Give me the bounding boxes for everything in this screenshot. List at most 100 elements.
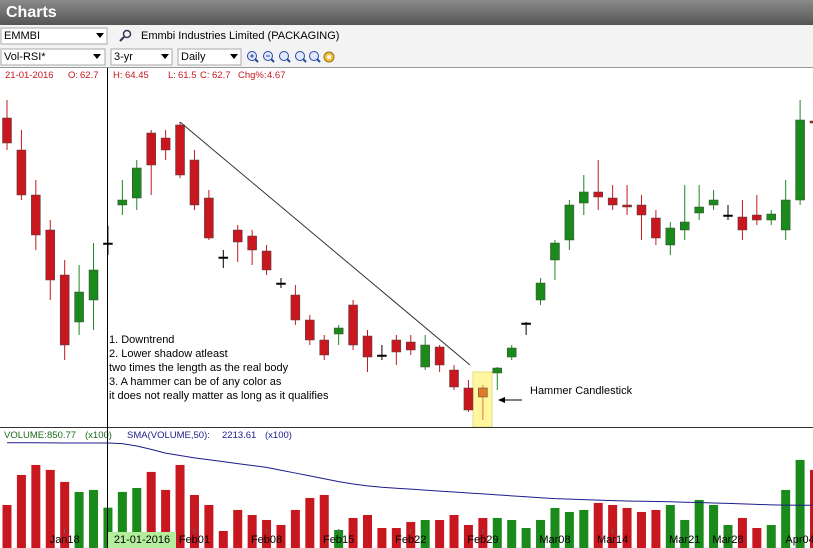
- study: Vol-RSI*: [4, 51, 46, 63]
- zoom-fit[interactable]: [295, 51, 307, 63]
- volume-bar: [74, 491, 84, 548]
- candle-body: [766, 213, 777, 221]
- volume-bar: [564, 511, 574, 548]
- x-tick-label: Mar28: [712, 534, 743, 546]
- cursor-date: 21-01-2016: [114, 534, 170, 546]
- candle-body: [737, 216, 748, 231]
- volume-bar: [233, 509, 243, 548]
- candle-body: [651, 217, 661, 239]
- candle-body: [665, 227, 676, 246]
- period: 3-yr: [114, 51, 133, 63]
- candle-body: [45, 229, 56, 281]
- candle-body: [550, 242, 560, 261]
- candle-body: [290, 294, 301, 321]
- candle-body: [535, 282, 546, 301]
- x-tick-label: Mar14: [597, 534, 628, 546]
- volume-bar: [290, 509, 300, 548]
- notes: 1. Downtrend 2. Lower shadow atleast two t…: [109, 334, 329, 402]
- volume-bar: [247, 514, 257, 548]
- volume-bar: [694, 499, 704, 548]
- search-button[interactable]: [119, 29, 132, 42]
- volume-bar: [406, 521, 416, 548]
- window-title: Charts: [6, 4, 57, 21]
- volume-panel: [2, 442, 813, 548]
- sma-label: SMA(VOLUME,50):: [127, 430, 210, 441]
- volume-unit: (x100): [85, 430, 112, 441]
- note-line: two times the length as the real body: [109, 362, 289, 374]
- volume-bar: [810, 469, 813, 548]
- trend-line: [179, 121, 471, 366]
- volume-bar: [435, 519, 445, 548]
- volume-bar: [348, 517, 358, 548]
- volume-bar: [334, 529, 344, 548]
- interval: Daily: [181, 51, 206, 63]
- volume-bar: [31, 464, 41, 548]
- candle-body: [189, 159, 200, 206]
- volume-bar: [45, 469, 55, 548]
- candle-body: [319, 339, 329, 356]
- volume-bar: [463, 524, 473, 548]
- candle-body: [377, 354, 387, 357]
- note-line: 2. Lower shadow atleast: [109, 348, 228, 360]
- candle-body: [175, 124, 185, 176]
- title-bar: [0, 0, 813, 25]
- candle-body: [88, 269, 99, 301]
- candle-body: [146, 132, 156, 166]
- volume-bar: [507, 519, 517, 548]
- volume-bar: [737, 517, 747, 548]
- volume-bar: [665, 504, 675, 548]
- volume-bar: [680, 519, 690, 548]
- x-tick-label: Mar08: [539, 534, 570, 546]
- symbol-dropdown[interactable]: EMMBI: [0, 27, 108, 45]
- volume-bar: [536, 519, 546, 548]
- candle-body: [276, 282, 286, 285]
- zoom-out[interactable]: [263, 51, 275, 63]
- volume-bar: [579, 509, 589, 548]
- study-dropdown[interactable]: Vol-RSI*: [0, 48, 106, 66]
- volume-bar: [146, 471, 156, 548]
- sma-unit: (x100): [265, 430, 292, 441]
- candle-body: [420, 344, 430, 368]
- volume-bar: [622, 507, 632, 548]
- candle-body: [795, 119, 805, 201]
- candle-body: [593, 191, 603, 198]
- volume-bar: [60, 481, 70, 548]
- volume-bar: [204, 504, 214, 548]
- candle-body: [636, 204, 647, 216]
- company-name: Emmbi Industries Limited (PACKAGING): [141, 30, 339, 42]
- candle-body: [478, 387, 488, 398]
- volume-bar: [377, 527, 387, 548]
- note-line: it does not really matter as long as it …: [109, 390, 329, 402]
- x-tick-label: Feb22: [395, 534, 426, 546]
- info-date: 21-01-2016: [5, 70, 54, 81]
- low-value: 61.5: [178, 70, 197, 81]
- x-tick-label: Feb01: [179, 534, 210, 546]
- x-tick-label: Feb29: [467, 534, 498, 546]
- cursor-date-box: [108, 532, 176, 548]
- zoom-in[interactable]: [247, 51, 259, 63]
- volume-bar: [550, 507, 560, 548]
- volume-bar: [175, 464, 185, 548]
- candle-body: [391, 339, 402, 353]
- period-dropdown[interactable]: 3-yr: [110, 48, 173, 66]
- candle-body: [305, 319, 315, 341]
- zoom-reset[interactable]: [279, 51, 291, 63]
- volume-bar: [16, 474, 26, 548]
- volume-bar: [593, 502, 603, 548]
- pan[interactable]: [309, 51, 321, 63]
- volume-bar: [636, 511, 646, 548]
- candle-body: [492, 367, 503, 374]
- volume-bar: [2, 504, 12, 548]
- candle-body: [579, 191, 589, 204]
- candle-body: [348, 304, 358, 346]
- volume-bar: [781, 489, 791, 548]
- settings[interactable]: [323, 51, 335, 63]
- interval-dropdown[interactable]: Daily: [177, 48, 242, 66]
- x-tick-label: Feb15: [323, 534, 354, 546]
- x-axis: Jan18 Feb01 Feb08 Feb15 Feb22 Feb29 Mar08 Mar14…: [50, 529, 813, 546]
- high-label: H:: [113, 70, 123, 81]
- volume-label: VOLUME:: [4, 430, 47, 441]
- volume-bar: [161, 489, 171, 548]
- candle-body: [752, 214, 762, 221]
